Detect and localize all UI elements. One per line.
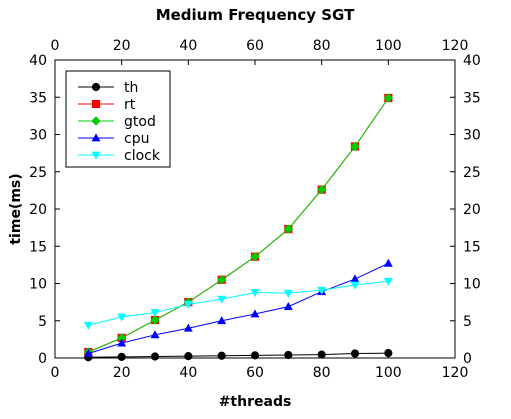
- legend-entry-cpu: cpu: [78, 131, 149, 147]
- x-tick-label-top: 40: [179, 38, 197, 54]
- series-th: [84, 349, 393, 362]
- y-tick-label-right: 35: [463, 90, 481, 106]
- legend-entry-rt: rt: [78, 97, 136, 113]
- data-point-th: [284, 350, 293, 360]
- y-axis-title: time(ms): [8, 173, 24, 244]
- data-point-cpu: [350, 274, 360, 283]
- legend-marker-cpu: [91, 133, 101, 142]
- legend-marker-gtod: [91, 116, 101, 126]
- data-point-cpu: [183, 323, 193, 332]
- data-point-th: [117, 352, 126, 361]
- legend-label-clock: clock: [124, 148, 161, 164]
- series-layer: [83, 93, 394, 362]
- y-tick-label-right: 15: [463, 239, 481, 255]
- x-axis-title: #threads: [219, 394, 292, 410]
- data-point-gtod: [316, 184, 327, 195]
- y-tick-label-left: 5: [38, 314, 47, 330]
- x-tick-label-bottom: 120: [442, 365, 469, 381]
- series-clock: [83, 277, 393, 330]
- legend-label-cpu: cpu: [124, 131, 149, 147]
- data-point-clock: [317, 286, 327, 295]
- series-line-th: [88, 352, 389, 358]
- legend-entry-th: th: [78, 80, 138, 96]
- chart-title: Medium Frequency SGT: [156, 6, 355, 24]
- x-tick-label-bottom: 20: [113, 365, 131, 381]
- data-point-cpu: [217, 316, 227, 325]
- y-tick-label-left: 35: [29, 90, 47, 106]
- legend-marker-th: [91, 82, 101, 92]
- data-point-cpu: [250, 309, 260, 318]
- x-tick-label-top: 80: [313, 38, 331, 54]
- data-point-gtod: [150, 315, 160, 325]
- legend-entry-clock: clock: [78, 148, 161, 164]
- data-point-cpu: [283, 301, 293, 310]
- legend-box: [65, 70, 171, 168]
- y-tick-label-right: 30: [463, 128, 481, 144]
- data-point-th: [150, 352, 160, 361]
- data-point-th: [384, 349, 393, 358]
- y-tick-label-right: 0: [463, 351, 472, 367]
- legend-label-rt: rt: [124, 97, 136, 113]
- data-point-cpu: [150, 330, 160, 339]
- data-point-gtod: [216, 275, 227, 285]
- legend-label-th: th: [124, 80, 138, 96]
- y-tick-label-left: 20: [29, 202, 47, 218]
- data-point-th: [217, 351, 226, 360]
- series-line-clock: [88, 280, 389, 326]
- x-tick-label-bottom: 0: [51, 365, 60, 381]
- data-point-cpu: [83, 348, 93, 357]
- data-point-clock: [83, 321, 93, 330]
- data-point-cpu: [383, 258, 393, 267]
- data-point-clock: [283, 289, 293, 298]
- y-tick-label-right: 25: [463, 165, 481, 181]
- x-tick-label-bottom: 40: [179, 365, 197, 381]
- series-line-cpu: [88, 262, 389, 355]
- data-point-th: [317, 350, 326, 359]
- data-point-th: [350, 349, 360, 358]
- data-point-gtod: [383, 93, 394, 103]
- x-tick-label-top: 120: [442, 38, 469, 54]
- y-tick-label-right: 40: [463, 53, 481, 69]
- x-tick-label-top: 100: [375, 38, 402, 54]
- x-tick-label-top: 60: [246, 38, 264, 54]
- y-tick-label-left: 15: [29, 239, 47, 255]
- x-tick-label-bottom: 80: [313, 365, 331, 381]
- data-point-clock: [217, 295, 227, 304]
- data-point-clock: [350, 281, 360, 290]
- legend-entry-gtod: gtod: [78, 114, 156, 130]
- series-line-gtod: [88, 97, 389, 353]
- data-point-clock: [250, 289, 260, 298]
- y-tick-label-right: 20: [463, 202, 481, 218]
- y-tick-label-left: 40: [29, 53, 47, 69]
- data-point-gtod: [283, 224, 294, 234]
- legend-label-gtod: gtod: [124, 114, 156, 130]
- y-tick-label-left: 30: [29, 128, 47, 144]
- series-cpu: [83, 258, 393, 357]
- x-tick-label-bottom: 100: [375, 365, 402, 381]
- data-point-cpu: [117, 338, 127, 347]
- data-point-gtod: [350, 141, 360, 152]
- data-point-clock: [117, 313, 127, 322]
- data-point-clock: [150, 309, 160, 318]
- y-tick-label-right: 10: [463, 277, 481, 293]
- data-point-clock: [383, 277, 393, 286]
- x-tick-label-bottom: 60: [246, 365, 264, 381]
- data-point-clock: [183, 300, 193, 309]
- data-point-gtod: [250, 252, 260, 262]
- data-point-th: [184, 352, 193, 361]
- data-point-th: [250, 351, 260, 360]
- legend-marker-clock: [91, 151, 101, 160]
- x-tick-label-top: 20: [113, 38, 131, 54]
- y-tick-label-left: 0: [38, 351, 47, 367]
- y-tick-label-left: 25: [29, 165, 47, 181]
- y-tick-label-right: 5: [463, 314, 472, 330]
- y-tick-label-left: 10: [29, 277, 47, 293]
- legend-marker-rt: [91, 99, 101, 109]
- x-tick-label-top: 0: [51, 38, 60, 54]
- series-gtod: [83, 93, 394, 357]
